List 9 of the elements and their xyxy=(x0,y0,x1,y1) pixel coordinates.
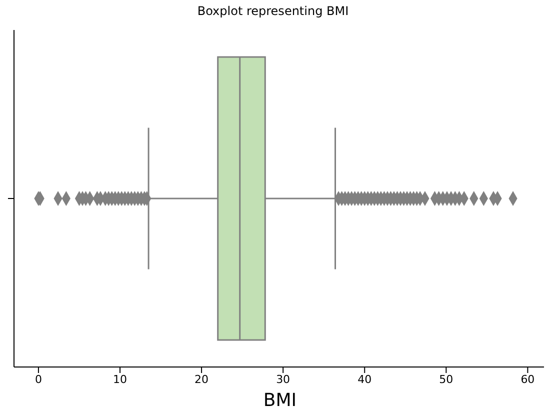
x-tick-label: 30 xyxy=(276,372,290,386)
x-tick-label: 20 xyxy=(194,372,209,386)
x-axis-title: BMI xyxy=(262,390,298,411)
x-tick-label: 60 xyxy=(520,372,535,386)
x-tick-label: 10 xyxy=(113,372,127,386)
x-tick-label: 0 xyxy=(34,372,42,386)
x-tick-label: 50 xyxy=(439,372,454,386)
x-tick-label: 40 xyxy=(358,372,372,386)
chart-title: Boxplot representing BMI xyxy=(196,4,350,18)
